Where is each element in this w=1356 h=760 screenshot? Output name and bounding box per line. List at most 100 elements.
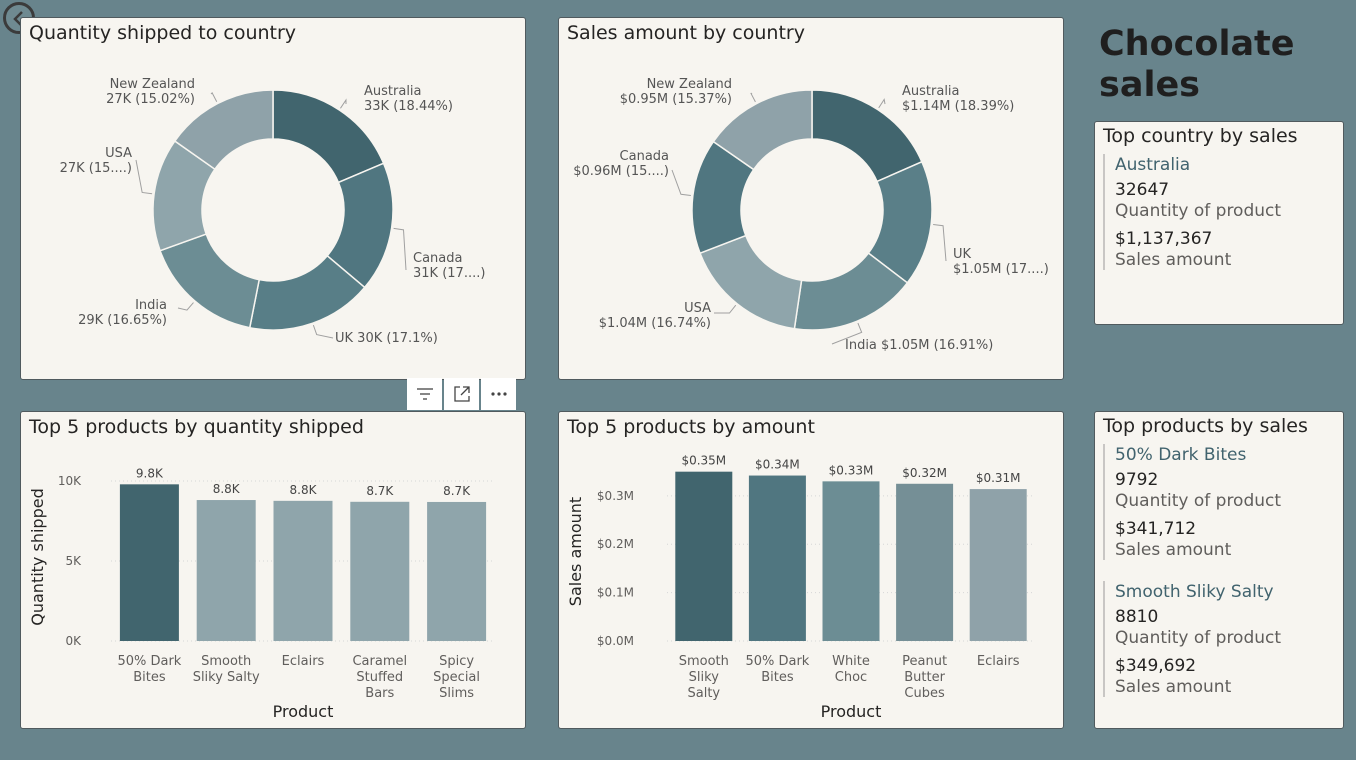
y-tick-label: 0K bbox=[65, 634, 82, 648]
top-country-card: Top country by sales Australia 32647 Qua… bbox=[1094, 121, 1344, 325]
top-products-amount-card[interactable]: Top 5 products by amount $0.0M $0.1M $0.2M… bbox=[558, 411, 1064, 729]
leader-line bbox=[340, 98, 347, 109]
kpi-amount-label: Sales amount bbox=[1115, 677, 1232, 697]
bar[interactable] bbox=[748, 475, 806, 641]
x-tick-label: 50% Dark Bites bbox=[745, 654, 809, 685]
quantity-by-country-card[interactable]: Quantity shipped to country Australia 33K… bbox=[20, 17, 526, 380]
data-label: Australia 33K (18.44%) bbox=[364, 84, 453, 114]
y-tick-label: $0.3M bbox=[597, 489, 634, 503]
quantity-bar-chart: 0K 5K 10K 9.8K 50% Dark Bites 8.8K Smooth Sliky … bbox=[28, 466, 495, 721]
sales-bar-chart: $0.0M $0.1M $0.2M $0.3M $0.35M Smooth Sliky Sal… bbox=[566, 454, 1035, 721]
kpi-group: Australia 32647 Quantity of product $1,1… bbox=[1103, 154, 1281, 270]
data-label: New Zealand 27K (15.02%) bbox=[106, 77, 195, 107]
quantity-donut-chart: Australia 33K (18.44%) Canada 31K (17....) U… bbox=[60, 77, 486, 346]
donut-slice-new-zealand[interactable] bbox=[173, 89, 274, 171]
chart-title: Top 5 products by quantity shipped bbox=[29, 416, 364, 438]
bar[interactable] bbox=[196, 500, 256, 641]
data-label: Canada $0.96M (15....) bbox=[573, 149, 669, 179]
x-tick-label: Smooth Sliky Salty bbox=[679, 654, 729, 701]
kpi-quantity-label: Quantity of product bbox=[1115, 201, 1282, 221]
data-label: $0.32M bbox=[902, 466, 947, 480]
leader-line bbox=[831, 322, 863, 345]
filter-button[interactable] bbox=[407, 378, 442, 410]
kpi-quantity: 8810 bbox=[1115, 607, 1159, 627]
sales-by-country-card[interactable]: Sales amount by country Australia $1.14M … bbox=[558, 17, 1064, 380]
bar[interactable] bbox=[896, 483, 954, 641]
x-tick-label: Caramel Stuffed Bars bbox=[352, 654, 407, 701]
donut-slice-new-zealand[interactable] bbox=[712, 89, 813, 171]
leader-line bbox=[671, 169, 691, 196]
chart-title: Quantity shipped to country bbox=[29, 22, 297, 44]
more-options-icon bbox=[490, 392, 507, 396]
top-products-card: Top products by sales 50% Dark Bites 979… bbox=[1094, 411, 1344, 729]
bar[interactable] bbox=[350, 501, 410, 641]
data-label: 8.7K bbox=[443, 484, 471, 498]
page-title: Chocolate sales bbox=[1099, 24, 1295, 105]
donut-slice-usa[interactable] bbox=[699, 234, 803, 330]
leader-line bbox=[393, 227, 407, 271]
data-label: Canada 31K (17....) bbox=[413, 251, 485, 281]
top-products-quantity-card[interactable]: Top 5 products by quantity shipped 0K 5K 1… bbox=[20, 411, 526, 729]
more-options-button[interactable] bbox=[481, 378, 516, 410]
data-label: New Zealand $0.95M (15.37%) bbox=[620, 77, 732, 107]
bar[interactable] bbox=[119, 484, 179, 641]
data-label: India $1.05M (16.91%) bbox=[845, 338, 993, 353]
kpi-name: Australia bbox=[1115, 155, 1191, 175]
kpi-name: Smooth Sliky Salty bbox=[1115, 582, 1274, 602]
focus-mode-button[interactable] bbox=[444, 378, 479, 410]
x-tick-label: Smooth Sliky Salty bbox=[193, 654, 260, 685]
kpi-amount: $341,712 bbox=[1115, 519, 1197, 539]
data-label: India 29K (16.65%) bbox=[78, 298, 167, 328]
kpi-quantity-label: Quantity of product bbox=[1115, 628, 1282, 648]
data-label: 8.8K bbox=[290, 483, 318, 497]
data-label: $0.35M bbox=[681, 454, 726, 468]
leader-line bbox=[135, 159, 153, 195]
x-axis-title: Product bbox=[821, 702, 882, 721]
leader-line bbox=[312, 324, 334, 339]
card-title: Top products by sales bbox=[1103, 415, 1308, 437]
x-tick-label: Eclairs bbox=[977, 654, 1020, 669]
visual-header-toolbar bbox=[407, 378, 516, 410]
y-tick-label: 10K bbox=[58, 474, 82, 488]
data-label: UK $1.05M (17....) bbox=[953, 247, 1049, 277]
y-axis-title: Sales amount bbox=[566, 497, 585, 606]
arrow-left-icon bbox=[13, 11, 23, 27]
kpi-amount: $349,692 bbox=[1115, 656, 1197, 676]
leader-line bbox=[210, 92, 218, 102]
focus-mode-icon bbox=[453, 386, 470, 402]
bar[interactable] bbox=[675, 471, 733, 641]
y-tick-label: $0.0M bbox=[597, 634, 634, 648]
kpi-group: 50% Dark Bites 9792 Quantity of product … bbox=[1103, 444, 1281, 560]
leader-line bbox=[713, 304, 737, 314]
kpi-amount-label: Sales amount bbox=[1115, 250, 1232, 270]
x-tick-label: 50% Dark Bites bbox=[117, 654, 181, 685]
bar[interactable] bbox=[427, 501, 487, 641]
bar[interactable] bbox=[273, 500, 333, 641]
y-tick-label: 5K bbox=[65, 554, 82, 568]
kpi-quantity: 32647 bbox=[1115, 180, 1170, 200]
kpi-amount: $1,137,367 bbox=[1115, 229, 1213, 249]
kpi-quantity-label: Quantity of product bbox=[1115, 491, 1282, 511]
data-label: $0.31M bbox=[976, 471, 1021, 485]
x-tick-label: Eclairs bbox=[282, 654, 325, 669]
kpi-quantity: 9792 bbox=[1115, 470, 1159, 490]
donut-slice-india[interactable] bbox=[159, 233, 261, 329]
kpi-amount-label: Sales amount bbox=[1115, 540, 1232, 560]
bar[interactable] bbox=[822, 481, 880, 641]
x-axis-title: Product bbox=[273, 702, 334, 721]
data-label: 8.7K bbox=[366, 484, 394, 498]
filter-icon bbox=[416, 388, 433, 400]
y-tick-label: $0.2M bbox=[597, 537, 634, 551]
bar[interactable] bbox=[969, 489, 1027, 641]
data-label: 9.8K bbox=[136, 466, 164, 480]
kpi-name: 50% Dark Bites bbox=[1115, 445, 1247, 465]
x-tick-label: Peanut Butter Cubes bbox=[902, 654, 947, 701]
leader-line bbox=[933, 224, 947, 262]
y-tick-label: $0.1M bbox=[597, 586, 634, 600]
data-label: $0.34M bbox=[755, 458, 800, 472]
data-label: UK 30K (17.1%) bbox=[335, 331, 438, 346]
kpi-group: Smooth Sliky Salty 8810 Quantity of prod… bbox=[1103, 581, 1281, 697]
x-tick-label: Spicy Special Slims bbox=[433, 654, 480, 701]
leader-line bbox=[177, 302, 194, 311]
data-label: USA 27K (15....) bbox=[60, 146, 133, 176]
